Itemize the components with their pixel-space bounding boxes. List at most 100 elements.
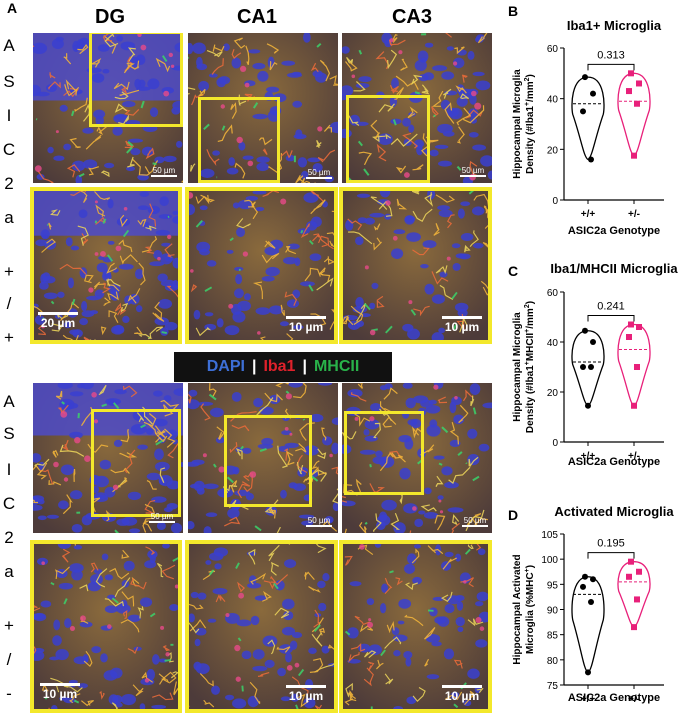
row-label-het-char-4: 2 bbox=[4, 528, 14, 547]
micrograph-wt-dg-zoom: 20 µm bbox=[30, 187, 182, 344]
y-axis-label-part-b-3: 2 bbox=[524, 77, 531, 81]
scale-bar-wt-ca3-zoom-bar bbox=[442, 316, 482, 319]
row-label-het-char-7: / bbox=[6, 650, 12, 669]
y-axis-label-line2-b: Density (#Iba1+/mm2) bbox=[524, 74, 536, 174]
x-tick-label-d-0: +/+ bbox=[581, 694, 596, 705]
y-tick-label-b-0: 0 bbox=[552, 196, 558, 207]
row-label-het-char-5: a bbox=[4, 562, 14, 581]
column-header-ca3: CA3 bbox=[391, 6, 432, 28]
p-bracket-d bbox=[587, 552, 635, 559]
y-axis-label-part-b-2: /mm bbox=[525, 81, 536, 102]
micrograph-wt-ca3-zoom: 10 µm bbox=[339, 187, 492, 344]
scale-bar-wt-ca1-overview-text: 50 µm bbox=[307, 168, 331, 177]
data-point-b-1-2 bbox=[626, 88, 632, 95]
data-point-b-1-4 bbox=[631, 152, 637, 159]
scale-bar-het-dg-overview: 50 µm bbox=[149, 512, 175, 523]
y-tick-label-d-5: 100 bbox=[541, 555, 558, 566]
micrograph-het-dg-overview: 50 µm bbox=[33, 383, 183, 533]
micrograph-wt-ca1-overview: 50 µm bbox=[188, 33, 338, 183]
p-value-c: 0.241 bbox=[597, 301, 625, 313]
micrograph-het-dg-zoom: 10 µm bbox=[30, 540, 182, 713]
highlight-box-het-ca1 bbox=[224, 415, 312, 507]
legend-separator-2: | bbox=[302, 358, 307, 375]
scale-bar-wt-ca1-zoom-text: 10 µm bbox=[288, 320, 324, 334]
p-value-b: 0.313 bbox=[597, 49, 625, 61]
y-tick-label-c-2: 40 bbox=[547, 338, 559, 349]
highlight-box-wt-ca1 bbox=[198, 97, 280, 183]
y-axis-label-part-c-6: ) bbox=[525, 301, 536, 304]
x-tick-label-c-0: +/+ bbox=[581, 451, 596, 462]
data-point-d-1-2 bbox=[626, 573, 632, 580]
scale-bar-wt-dg-overview-text: 50 µm bbox=[152, 166, 176, 175]
scale-bar-het-ca3-zoom: 10 µm bbox=[442, 685, 482, 703]
scale-bar-wt-dg-zoom-bar bbox=[38, 312, 78, 315]
data-point-c-1-2 bbox=[626, 334, 632, 340]
scale-bar-het-ca3-overview-text: 50 µm bbox=[463, 516, 487, 525]
legend-dapi: DAPI bbox=[206, 358, 245, 375]
row-label-wt-char-3: C bbox=[2, 140, 16, 159]
y-axis-label-part-c-3: + bbox=[524, 329, 531, 333]
y-axis-label-part-c-0: Density (#Iba1 bbox=[525, 365, 536, 433]
scale-bar-wt-dg-zoom: 20 µm bbox=[38, 312, 78, 330]
row-label-wt-char-6: + bbox=[4, 262, 14, 281]
scale-bar-wt-ca1-overview: 50 µm bbox=[306, 168, 332, 179]
data-point-c-1-3 bbox=[634, 364, 640, 370]
legend-mhcii: MHCII bbox=[313, 358, 360, 375]
row-label-het-char-2: I bbox=[6, 460, 12, 479]
micrograph-het-ca3-overview: 50 µm bbox=[342, 383, 492, 533]
scale-bar-het-ca3-zoom-text: 10 µm bbox=[444, 689, 480, 703]
p-value-d: 0.195 bbox=[597, 538, 625, 550]
data-point-d-1-1 bbox=[636, 568, 642, 575]
micrograph-wt-ca3-overview: 50 µm bbox=[342, 33, 492, 183]
violin-d-1 bbox=[617, 561, 651, 628]
row-label-wt-char-2: I bbox=[6, 106, 12, 125]
y-tick-label-d-2: 85 bbox=[547, 631, 559, 642]
data-point-d-0-0 bbox=[582, 573, 588, 580]
x-axis-label-d: ASIC2a Genotype bbox=[568, 692, 660, 704]
y-tick-label-d-1: 80 bbox=[547, 656, 559, 667]
data-point-c-0-4 bbox=[585, 402, 591, 409]
y-tick-label-b-1: 20 bbox=[547, 145, 559, 156]
y-axis-label-part-c-4: /mm bbox=[525, 308, 536, 329]
row-label-het-char-6: + bbox=[4, 616, 14, 635]
y-axis-label-part-d-2: ) bbox=[525, 565, 536, 568]
legend-separator: | bbox=[251, 358, 257, 375]
highlight-box-het-ca3 bbox=[344, 411, 424, 495]
row-label-het-char-0: A bbox=[3, 392, 15, 411]
highlight-box-wt-ca3 bbox=[346, 95, 430, 183]
data-point-c-0-0 bbox=[582, 327, 588, 334]
y-axis-label-part-c-2: MHCII bbox=[525, 333, 536, 362]
row-label-wt-char-8: + bbox=[4, 328, 14, 347]
data-point-d-0-2 bbox=[580, 583, 586, 590]
y-tick-label-d-0: 75 bbox=[547, 681, 559, 692]
scale-bar-wt-dg-overview: 50 µm bbox=[151, 166, 177, 177]
y-axis-label-line1-d: Hippocampal Activated bbox=[512, 554, 523, 664]
y-tick-label-b-3: 60 bbox=[547, 44, 559, 55]
data-point-d-1-0 bbox=[628, 558, 634, 565]
data-point-b-0-0 bbox=[582, 74, 588, 81]
data-point-b-0-2 bbox=[580, 108, 586, 115]
data-point-d-0-4 bbox=[585, 669, 591, 676]
chart-title-b: Iba1+ Microglia bbox=[567, 18, 662, 33]
x-tick-label-b-1: +/- bbox=[628, 209, 640, 220]
y-axis-label-part-c-1: + bbox=[524, 361, 531, 365]
panel-letter-a: A bbox=[7, 0, 18, 16]
scale-bar-het-dg-overview-text: 50 µm bbox=[150, 512, 174, 521]
p-bracket-b bbox=[587, 63, 635, 71]
x-axis-label-b: ASIC2a Genotype bbox=[568, 225, 660, 237]
y-axis-label-part-b-0: Density (#Iba1 bbox=[525, 106, 536, 174]
highlight-box-wt-dg bbox=[89, 33, 183, 127]
y-axis-label-line2-d: Microglia (%MHC+) bbox=[524, 565, 536, 654]
data-point-c-1-4 bbox=[631, 402, 637, 409]
scale-bar-het-dg-zoom-text: 10 µm bbox=[42, 687, 78, 701]
y-tick-label-b-2: 40 bbox=[547, 95, 559, 106]
row-label-wt-char-1: S bbox=[3, 72, 15, 91]
data-point-b-0-3 bbox=[588, 156, 594, 163]
data-point-b-0-1 bbox=[590, 90, 596, 97]
y-axis-label-part-d-0: Microglia (%MHC bbox=[525, 572, 536, 654]
micrograph-het-ca3-zoom: 10 µm bbox=[339, 540, 492, 713]
scale-bar-wt-ca3-zoom: 10 µm bbox=[442, 316, 482, 334]
row-label-het-char-8: - bbox=[6, 684, 12, 703]
x-tick-label-c-1: +/- bbox=[628, 451, 640, 462]
row-label-wt-char-5: a bbox=[4, 208, 14, 227]
